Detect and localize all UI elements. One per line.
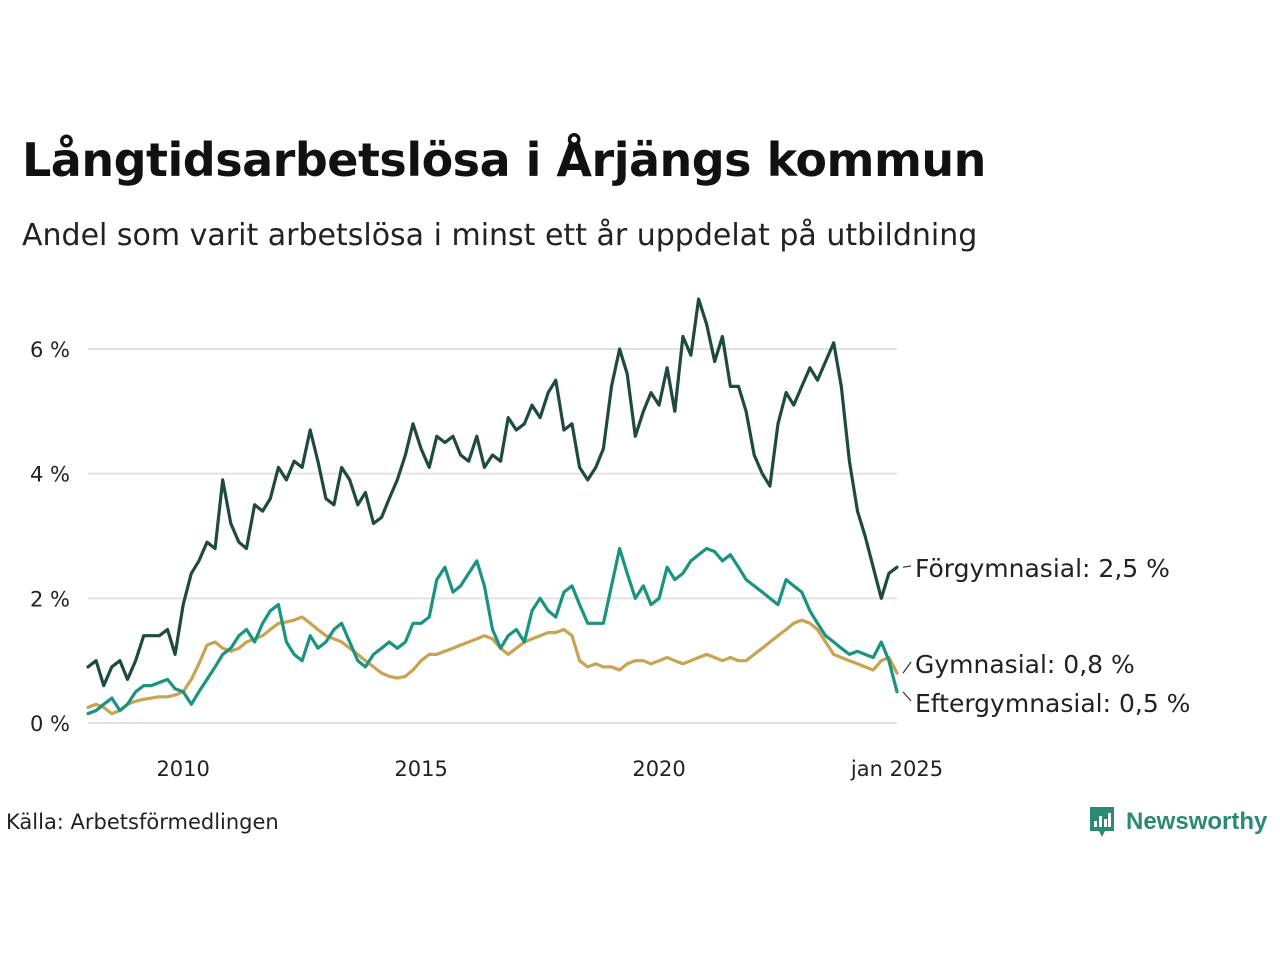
y-tick-label: 4 %	[30, 463, 70, 487]
x-tick-label: 2015	[394, 757, 447, 781]
end-label-connector	[902, 691, 912, 702]
end-label-connector	[902, 565, 912, 568]
y-tick-label: 0 %	[30, 712, 70, 736]
chart-subtitle: Andel som varit arbetslösa i minst ett å…	[22, 218, 978, 253]
gridlines	[88, 348, 897, 724]
x-tick-label: 2010	[156, 757, 209, 781]
series-lines	[86, 297, 899, 716]
brand-logo[interactable]: Newsworthy	[1088, 804, 1267, 840]
end-label-eftergymnasial: Eftergymnasial: 0,5 %	[915, 689, 1190, 718]
brand-name: Newsworthy	[1126, 808, 1268, 835]
end-labels: Förgymnasial: 2,5 % Gymnasial: 0,8 % Efter…	[902, 554, 1190, 718]
end-label-connector	[902, 661, 912, 674]
x-axis-ticks: 2010 2015 2020 jan 2025	[156, 757, 943, 781]
series-line-förgymnasial	[86, 297, 899, 688]
end-label-förgymnasial: Förgymnasial: 2,5 %	[915, 554, 1170, 583]
y-tick-label: 6 %	[30, 338, 70, 362]
source-note: Källa: Arbetsförmedlingen	[6, 810, 279, 834]
x-tick-label: jan 2025	[850, 757, 943, 781]
series-line-eftergymnasial	[86, 546, 899, 716]
newsworthy-logo-icon	[1090, 807, 1114, 837]
y-tick-label: 2 %	[30, 587, 70, 611]
end-label-gymnasial: Gymnasial: 0,8 %	[915, 650, 1135, 679]
x-tick-label: 2020	[632, 757, 685, 781]
y-axis-ticks: 0 % 2 % 4 % 6 %	[30, 338, 70, 736]
chart-title: Långtidsarbetslösa i Årjängs kommun	[22, 133, 986, 187]
series-line-gymnasial	[86, 615, 899, 716]
